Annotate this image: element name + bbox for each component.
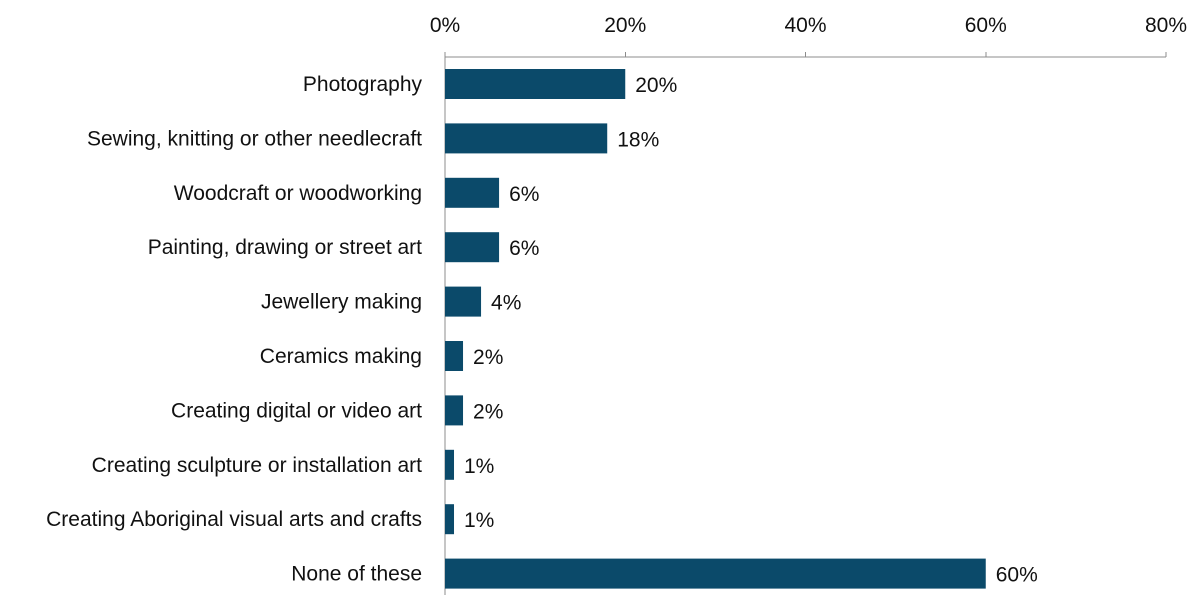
x-tick-label: 80% xyxy=(1145,14,1187,37)
category-label: Ceramics making xyxy=(260,345,422,368)
category-label: Jewellery making xyxy=(261,291,422,314)
bar xyxy=(445,558,986,589)
category-label: Photography xyxy=(303,73,423,96)
category-label: Sewing, knitting or other needlecraft xyxy=(87,127,422,150)
bar xyxy=(445,286,482,317)
bar xyxy=(445,232,500,263)
category-label: Creating sculpture or installation art xyxy=(92,454,422,477)
data-label: 6% xyxy=(509,237,539,260)
data-label: 2% xyxy=(473,400,503,423)
bar xyxy=(445,449,455,480)
bar xyxy=(445,123,608,154)
data-label: 60% xyxy=(996,564,1038,587)
x-tick-label: 60% xyxy=(965,14,1007,37)
category-label: None of these xyxy=(291,563,422,586)
bar xyxy=(445,395,464,426)
x-tick-label: 40% xyxy=(784,14,826,37)
data-label: 4% xyxy=(491,292,521,315)
data-label: 1% xyxy=(464,455,494,478)
x-tick-label: 20% xyxy=(604,14,646,37)
data-label: 20% xyxy=(635,74,677,97)
data-label: 1% xyxy=(464,509,494,532)
category-label: Creating digital or video art xyxy=(171,399,422,422)
data-label: 6% xyxy=(509,183,539,206)
category-label: Creating Aboriginal visual arts and craf… xyxy=(46,508,422,531)
bar xyxy=(445,69,626,99)
bar xyxy=(445,504,455,535)
bar xyxy=(445,341,464,371)
bar xyxy=(445,177,500,208)
category-label: Painting, drawing or street art xyxy=(148,236,422,259)
x-tick-label: 0% xyxy=(430,14,460,37)
data-label: 2% xyxy=(473,346,503,369)
category-label: Woodcraft or woodworking xyxy=(174,182,422,205)
data-label: 18% xyxy=(617,128,659,151)
